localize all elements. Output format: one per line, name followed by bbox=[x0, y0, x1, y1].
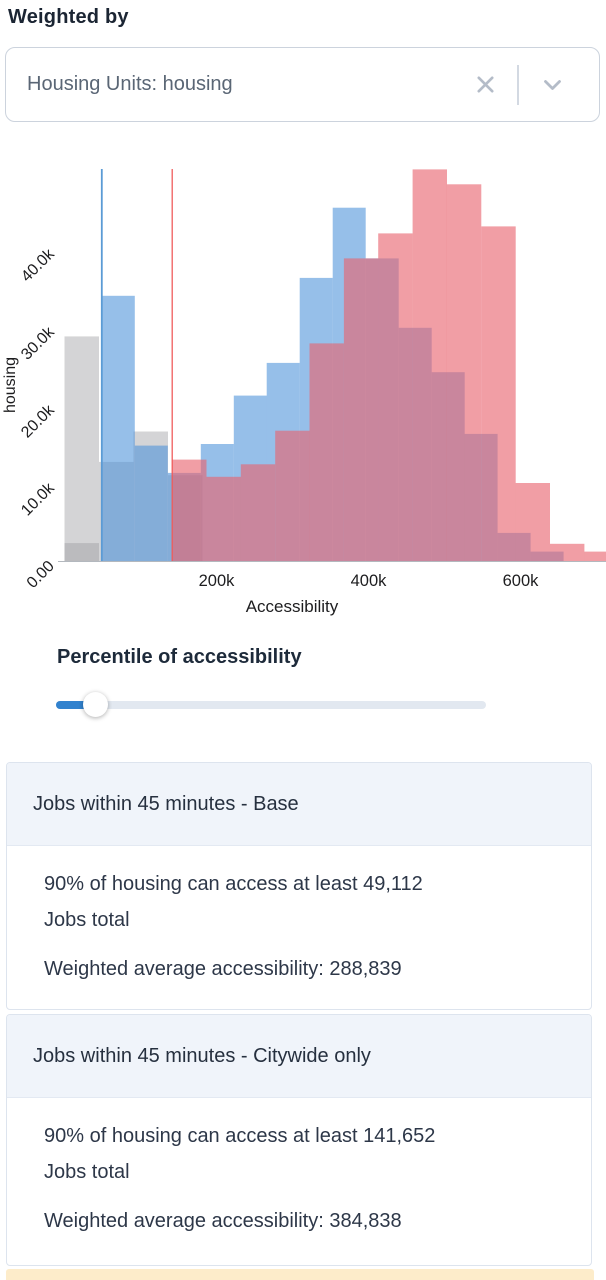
result-card-body: 90% of housing can access at least 49,11… bbox=[7, 846, 591, 987]
percentile-label: Percentile of accessibility bbox=[57, 646, 302, 668]
bar-citywide-red bbox=[515, 483, 550, 561]
percentile-statement-line2: Jobs total bbox=[44, 909, 130, 931]
percentile-slider-handle[interactable] bbox=[82, 692, 108, 717]
bar-base-blue bbox=[134, 445, 168, 561]
bar-citywide-red bbox=[412, 169, 447, 561]
bar-base-blue bbox=[101, 295, 135, 561]
weighted-by-label: Weighted by bbox=[8, 6, 129, 28]
bar-citywide-red bbox=[206, 476, 241, 561]
bar-citywide-red bbox=[378, 233, 413, 561]
result-card-body: 90% of housing can access at least 141,6… bbox=[7, 1098, 591, 1239]
bar-citywide-red bbox=[446, 184, 482, 562]
chevron-down-icon[interactable] bbox=[539, 73, 566, 102]
x-axis-title: Accessibility bbox=[246, 597, 339, 616]
percentile-statement-line1: 90% of housing can access at least 141,6… bbox=[44, 1125, 436, 1147]
result-card-citywide: Jobs within 45 minutes - Citywide only 9… bbox=[6, 1014, 592, 1266]
weight-select-value: Housing Units: housing bbox=[27, 73, 233, 95]
bar-citywide-red bbox=[550, 543, 585, 561]
y-tick-label: 40.0k bbox=[18, 245, 58, 285]
x-tick-label: 600k bbox=[503, 572, 540, 590]
weight-select[interactable]: Housing Units: housing bbox=[5, 47, 600, 122]
y-tick-label: 30.0k bbox=[18, 323, 58, 363]
accessibility-histogram: 0.00 10.0k 20.0k 30.0k 40.0k 200k 400k 600k Acce… bbox=[2, 169, 606, 616]
weighted-average-statement: Weighted average accessibility: 384,838 bbox=[44, 1210, 402, 1232]
y-tick-label: 10.0k bbox=[18, 479, 58, 519]
percentile-statement-line2: Jobs total bbox=[44, 1161, 130, 1183]
bar-citywide-red bbox=[240, 464, 276, 561]
select-divider bbox=[517, 65, 519, 105]
result-card-title: Jobs within 45 minutes - Citywide only bbox=[7, 1015, 591, 1098]
y-tick-label: 20.0k bbox=[18, 401, 58, 441]
percentile-statement-line1: 90% of housing can access at least 49,11… bbox=[44, 873, 423, 895]
x-tick-label: 200k bbox=[199, 572, 236, 590]
bar-citywide-red bbox=[309, 343, 344, 561]
bar-citywide-red bbox=[584, 551, 606, 561]
y-tick-label: 0.00 bbox=[24, 558, 58, 592]
percentile-statement: 90% of housing can access at least 141,6… bbox=[44, 1118, 565, 1190]
clear-icon[interactable] bbox=[474, 73, 497, 101]
bar-weights-gray bbox=[64, 336, 99, 561]
bar-citywide-red bbox=[275, 430, 310, 561]
bar-citywide-red bbox=[343, 258, 379, 561]
y-axis-title: housing bbox=[2, 357, 19, 413]
percentile-slider-fill bbox=[56, 701, 101, 709]
x-tick-label: 400k bbox=[351, 572, 388, 590]
bar-weights-gray-overlay bbox=[64, 543, 99, 561]
weighted-average-statement: Weighted average accessibility: 288,839 bbox=[44, 958, 402, 980]
result-card-title: Jobs within 45 minutes - Base bbox=[7, 763, 591, 846]
warning-banner-top-edge bbox=[6, 1269, 594, 1280]
percentile-statement: 90% of housing can access at least 49,11… bbox=[44, 866, 565, 938]
result-card-base: Jobs within 45 minutes - Base 90% of hou… bbox=[6, 762, 592, 1010]
bar-citywide-red bbox=[481, 226, 516, 561]
bar-citywide-red bbox=[172, 459, 207, 561]
percentile-slider-track[interactable] bbox=[56, 701, 486, 709]
